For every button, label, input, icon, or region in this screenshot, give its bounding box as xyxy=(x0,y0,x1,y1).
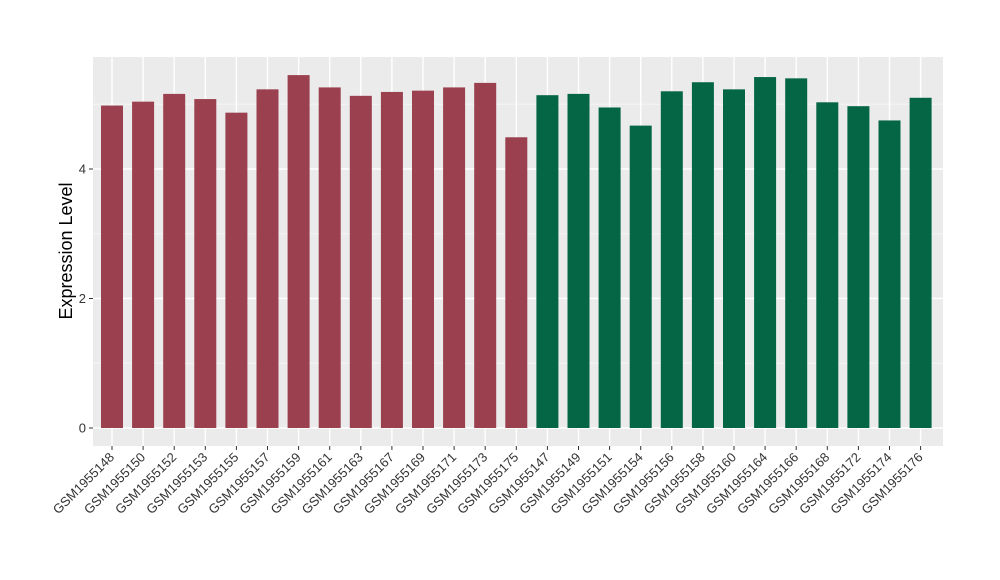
y-axis-title: Expression Level xyxy=(56,182,76,319)
bar-GSM1955167 xyxy=(380,91,403,428)
bar-GSM1955171 xyxy=(443,87,466,428)
bar-GSM1955161 xyxy=(318,87,341,428)
bar-GSM1955163 xyxy=(349,95,372,429)
bar-GSM1955157 xyxy=(256,89,279,429)
y-tick-label: 0 xyxy=(79,421,86,436)
bar-GSM1955156 xyxy=(660,91,683,429)
bars xyxy=(101,75,932,429)
bar-GSM1955174 xyxy=(878,120,901,428)
x-axis: GSM1955148GSM1955150GSM1955152GSM1955153… xyxy=(50,446,926,517)
bar-GSM1955159 xyxy=(287,75,310,429)
bar-GSM1955153 xyxy=(194,99,217,428)
bar-GSM1955175 xyxy=(505,137,528,428)
bar-GSM1955147 xyxy=(536,95,559,428)
bar-GSM1955164 xyxy=(754,77,777,429)
bar-GSM1955160 xyxy=(723,89,745,429)
bar-GSM1955176 xyxy=(909,97,932,429)
bar-GSM1955155 xyxy=(225,112,248,428)
bar-GSM1955149 xyxy=(567,93,590,428)
bar-GSM1955151 xyxy=(598,107,621,429)
bar-GSM1955166 xyxy=(785,78,808,428)
bar-GSM1955150 xyxy=(132,101,155,428)
bar-GSM1955172 xyxy=(847,106,870,428)
y-tick-label: 4 xyxy=(79,162,86,177)
bar-GSM1955169 xyxy=(412,90,434,428)
y-axis: 0 2 4 xyxy=(79,162,93,436)
bar-GSM1955152 xyxy=(163,93,186,428)
y-tick-label: 2 xyxy=(79,291,86,306)
bar-GSM1955173 xyxy=(474,82,497,428)
bar-GSM1955154 xyxy=(629,125,652,429)
bar-GSM1955158 xyxy=(691,82,714,429)
bar-GSM1955148 xyxy=(101,105,123,429)
bar-GSM1955168 xyxy=(816,102,839,429)
